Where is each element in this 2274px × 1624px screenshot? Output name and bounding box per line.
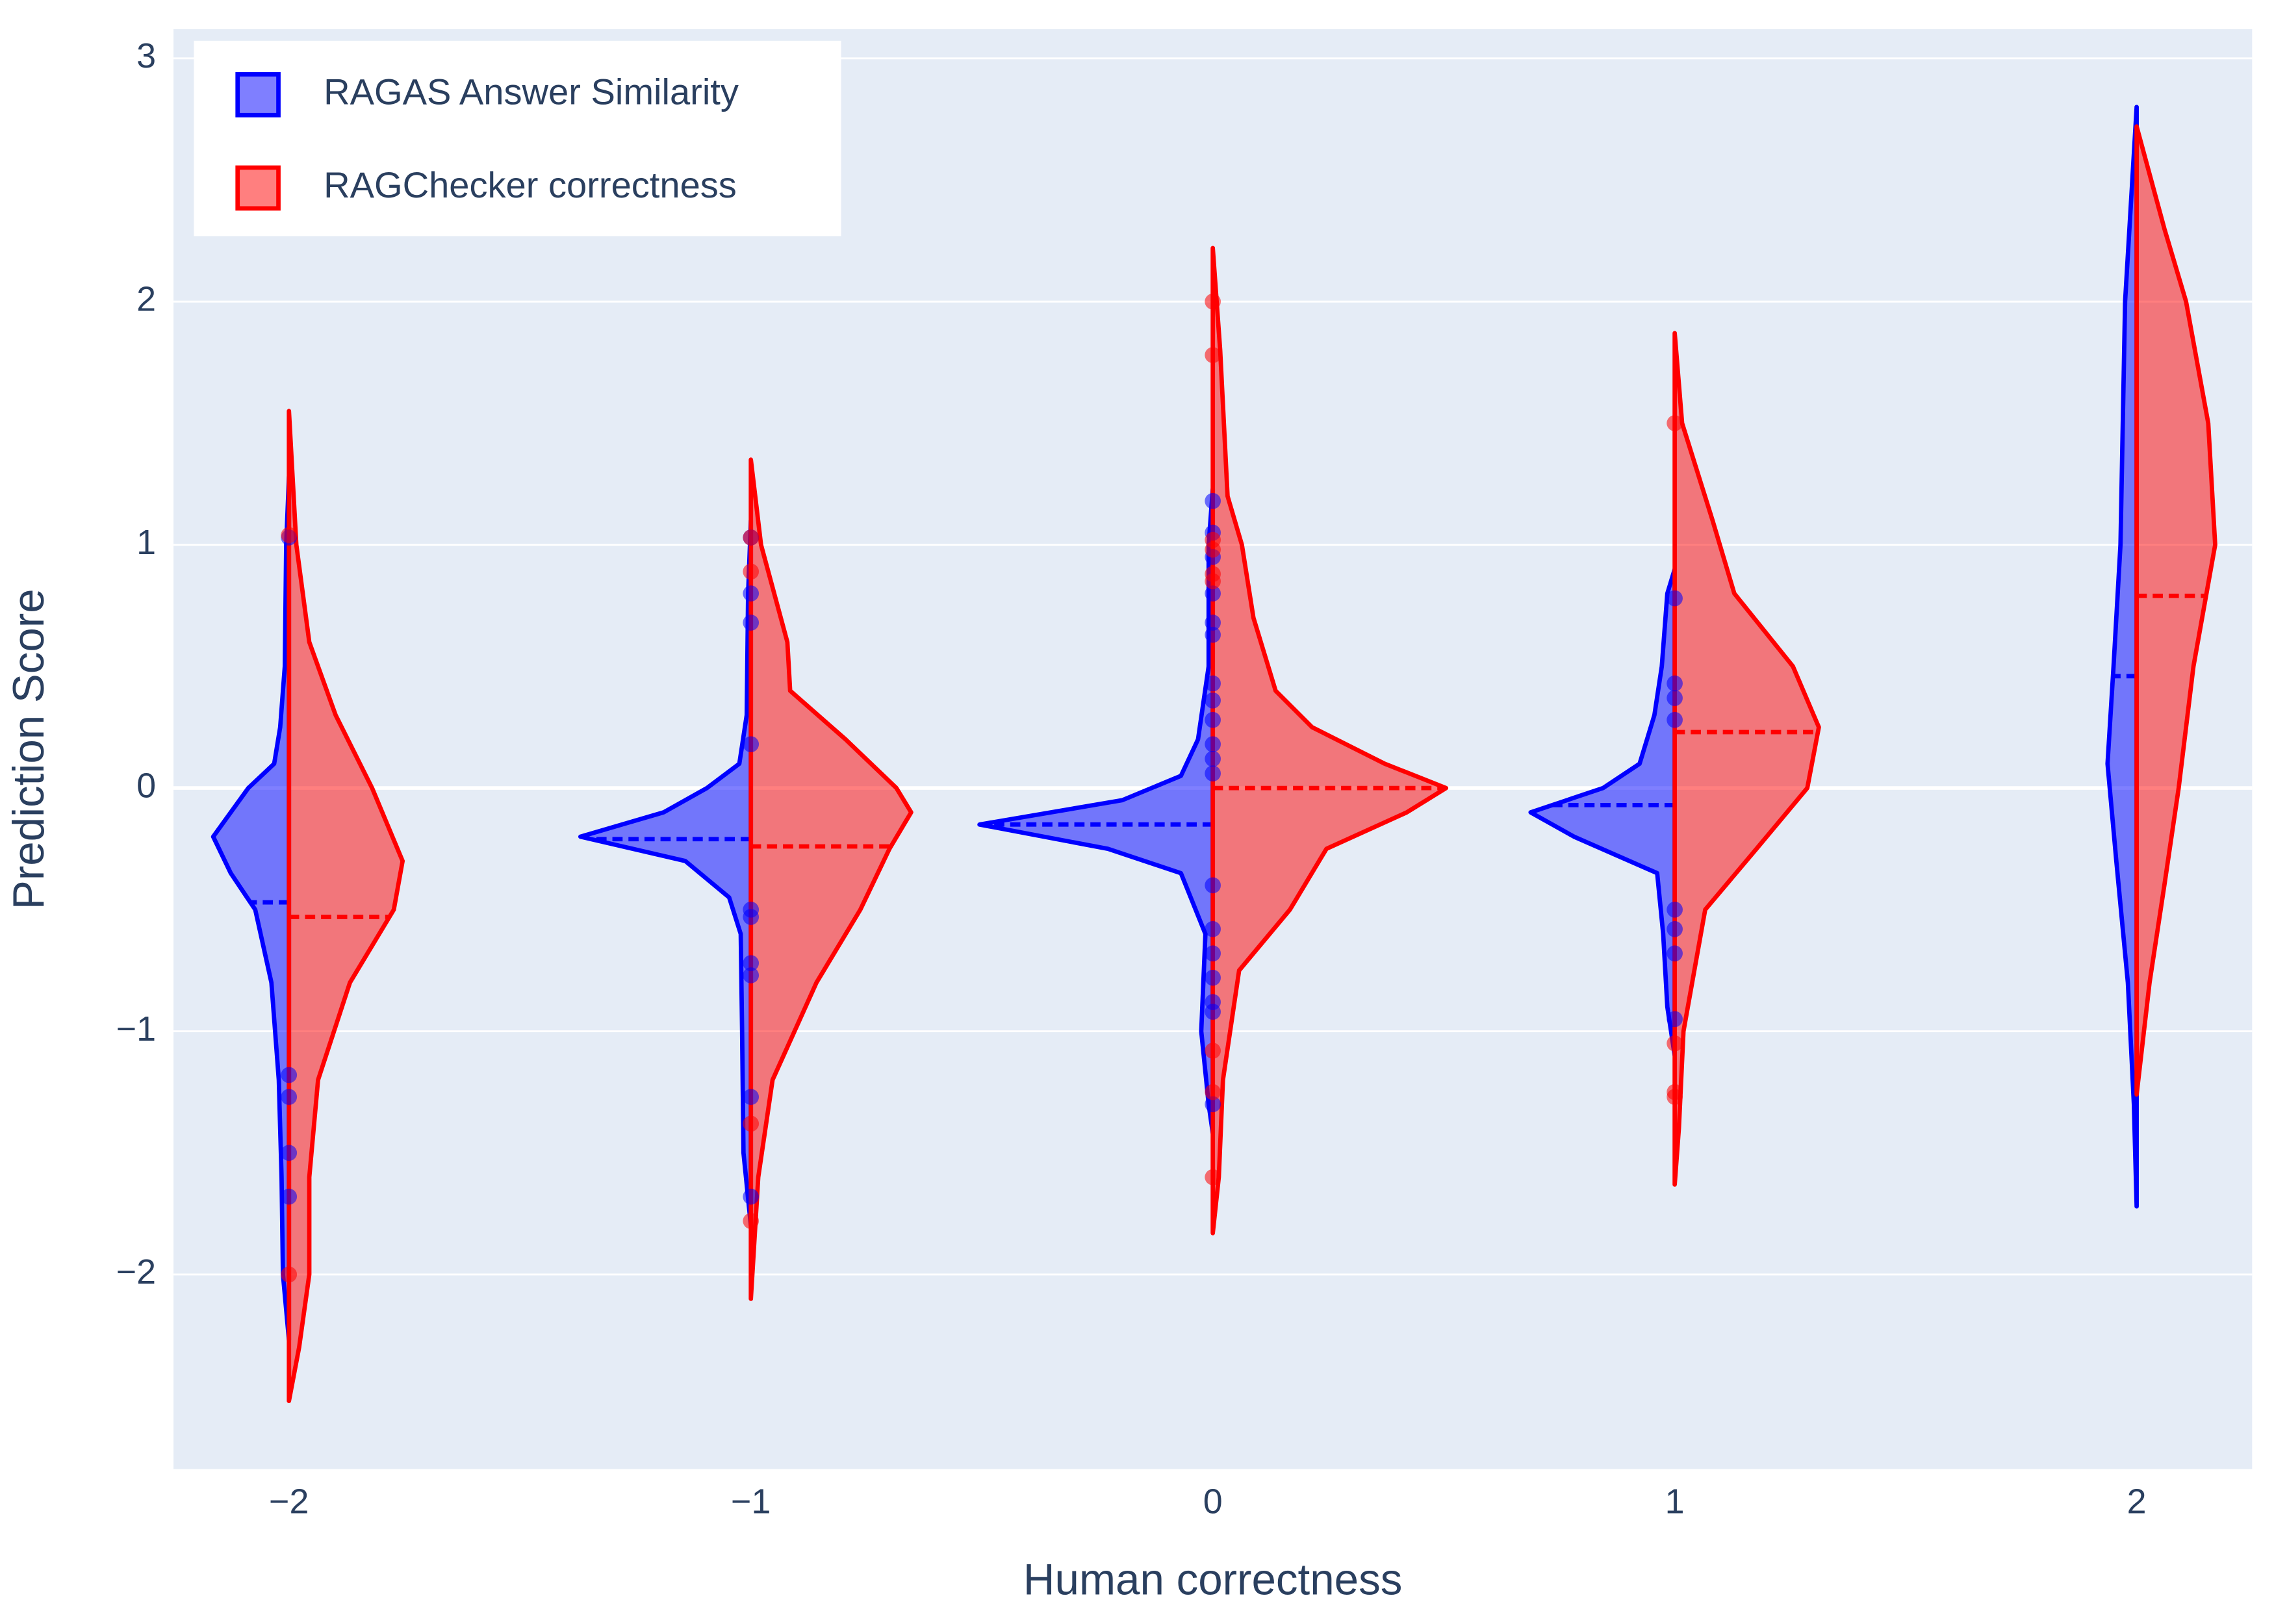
legend: RAGAS Answer Similarity RAGChecker correc… xyxy=(194,40,841,236)
data-point xyxy=(1205,711,1221,728)
data-point xyxy=(1205,736,1221,753)
data-point xyxy=(743,563,760,580)
y-tick-label: −2 xyxy=(116,1252,156,1291)
data-point xyxy=(1205,1096,1221,1113)
data-point xyxy=(1667,1011,1683,1028)
data-point xyxy=(1205,877,1221,894)
data-point xyxy=(281,527,298,544)
data-point xyxy=(743,967,760,983)
data-point xyxy=(1667,690,1683,706)
data-point xyxy=(281,1067,298,1084)
data-point xyxy=(1667,675,1683,692)
data-point xyxy=(1667,711,1683,728)
data-point xyxy=(1205,347,1221,363)
data-point xyxy=(1205,293,1221,310)
data-point xyxy=(743,1188,760,1205)
legend-label: RAGAS Answer Similarity xyxy=(324,71,739,112)
data-point xyxy=(1205,615,1221,631)
y-tick-label: 2 xyxy=(136,279,156,318)
data-point xyxy=(281,1188,298,1205)
data-point xyxy=(1205,750,1221,767)
violin xyxy=(287,409,405,1404)
data-point xyxy=(1205,1043,1221,1059)
data-point xyxy=(1205,945,1221,962)
data-point xyxy=(1205,585,1221,602)
violin xyxy=(2134,124,2217,1097)
data-point xyxy=(1205,920,1221,937)
legend-label: RAGChecker correctness xyxy=(324,164,737,205)
legend-swatch xyxy=(235,72,281,118)
data-point xyxy=(1205,573,1221,590)
x-tick-label: −2 xyxy=(269,1482,309,1521)
data-point xyxy=(743,615,760,631)
data-point xyxy=(1667,1035,1683,1052)
data-point xyxy=(1205,1169,1221,1186)
data-point xyxy=(1205,541,1221,558)
data-point xyxy=(743,529,760,546)
data-point xyxy=(1667,901,1683,918)
data-point xyxy=(743,1213,760,1229)
y-tick-label: 0 xyxy=(136,766,156,805)
data-point xyxy=(743,1115,760,1132)
data-point xyxy=(1205,969,1221,986)
violin xyxy=(2105,105,2139,1209)
data-point xyxy=(1205,675,1221,692)
data-point xyxy=(743,1089,760,1105)
data-point xyxy=(1667,920,1683,937)
data-point xyxy=(743,955,760,972)
violin xyxy=(211,474,292,1343)
data-point xyxy=(1205,1084,1221,1100)
data-point xyxy=(1205,492,1221,509)
x-tick-label: 2 xyxy=(2127,1482,2147,1521)
data-point xyxy=(281,1089,298,1105)
data-point xyxy=(743,909,760,925)
data-point xyxy=(743,585,760,602)
y-tick-label: 1 xyxy=(136,523,156,562)
legend-swatch xyxy=(235,165,281,211)
data-point xyxy=(1205,765,1221,781)
data-point xyxy=(1205,626,1221,643)
x-tick-label: −1 xyxy=(731,1482,771,1521)
y-tick-label: −1 xyxy=(116,1009,156,1048)
data-point xyxy=(281,1145,298,1161)
data-point xyxy=(743,736,760,753)
violin xyxy=(1672,331,1821,1187)
data-point xyxy=(1667,1089,1683,1105)
violin xyxy=(578,518,754,1228)
data-point xyxy=(281,1266,298,1283)
data-point xyxy=(1667,590,1683,607)
x-axis-title: Human correctness xyxy=(1023,1555,1402,1604)
violin xyxy=(748,457,913,1301)
x-tick-label: 0 xyxy=(1203,1482,1223,1521)
data-point xyxy=(1205,692,1221,709)
data-point xyxy=(1205,1004,1221,1020)
data-point xyxy=(1667,945,1683,962)
y-tick-label: 3 xyxy=(136,36,156,75)
x-tick-label: 1 xyxy=(1665,1482,1685,1521)
y-axis-title: Prediction Score xyxy=(5,589,53,909)
legend-box xyxy=(194,40,841,236)
data-point xyxy=(1667,415,1683,431)
marks xyxy=(211,105,2217,1404)
